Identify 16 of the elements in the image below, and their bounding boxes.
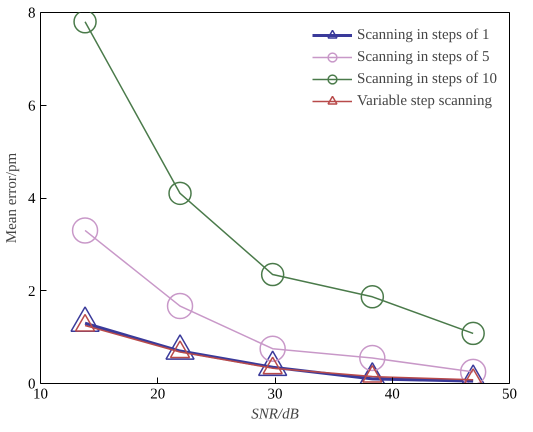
x-tick-label: 10: [33, 386, 48, 402]
y-tick-label: 6: [28, 98, 36, 114]
x-tick-label: 30: [268, 386, 282, 402]
legend-label: Variable step scanning: [357, 92, 492, 110]
x-tick-label: 50: [502, 386, 517, 402]
legend-label: Scanning in steps of 10: [357, 70, 497, 88]
x-axis-title: SNR/dB: [251, 406, 299, 422]
y-axis-title: Mean error/pm: [4, 152, 20, 244]
legend-label: Scanning in steps of 1: [357, 26, 490, 44]
y-tick-label: 2: [28, 284, 36, 300]
y-tick-label: 4: [28, 191, 36, 207]
x-tick-label: 20: [150, 386, 166, 402]
y-tick-label: 0: [28, 376, 36, 392]
y-tick-label: 8: [28, 6, 36, 22]
legend-label: Scanning in steps of 5: [357, 48, 490, 66]
x-tick-label: 40: [384, 386, 400, 402]
